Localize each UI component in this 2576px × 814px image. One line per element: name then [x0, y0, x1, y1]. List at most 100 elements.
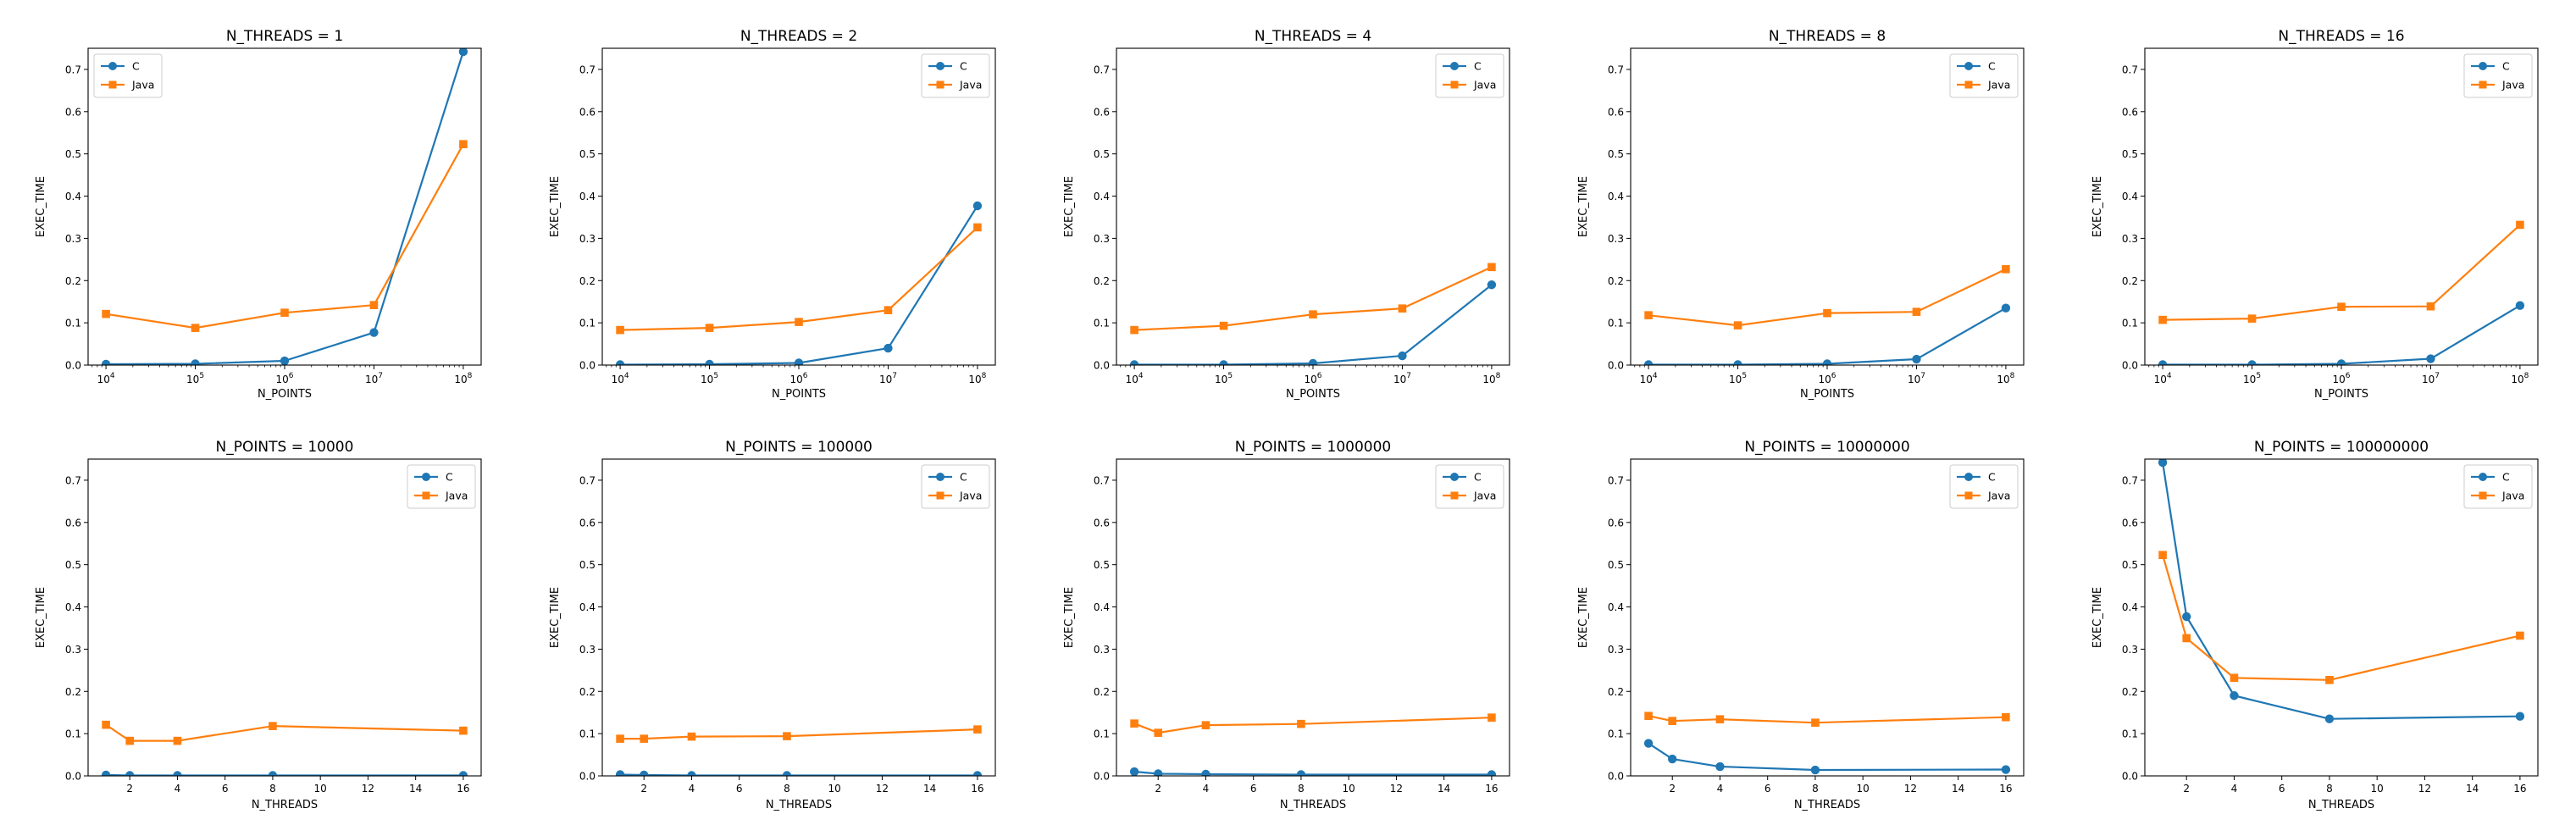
subplot-title: N_THREADS = 2	[740, 28, 857, 45]
axes-frame	[1116, 458, 1510, 777]
data-point	[2158, 315, 2167, 324]
subplot-title: N_POINTS = 100000000	[2254, 439, 2429, 456]
legend-marker	[936, 473, 945, 481]
y-tick-label: 0.1	[1608, 318, 1624, 329]
y-tick-label: 0.5	[1094, 559, 1110, 571]
data-point	[1297, 719, 1305, 728]
x-tick-label: 6	[1250, 783, 1257, 795]
legend-marker	[108, 62, 117, 70]
y-tick-label: 0.3	[1608, 233, 1624, 245]
x-tick-label: 10	[828, 783, 841, 795]
x-axis-label: N_POINTS	[258, 388, 312, 401]
legend-marker	[1450, 473, 1459, 481]
legend-marker	[1964, 80, 1973, 89]
legend-marker	[1450, 62, 1459, 70]
axes-frame	[2144, 458, 2539, 777]
y-tick-label: 0.0	[65, 360, 81, 372]
x-tick-label: 12	[2418, 783, 2431, 795]
data-point	[102, 720, 110, 729]
data-point	[795, 318, 803, 326]
data-point	[2426, 302, 2435, 311]
x-tick-label: 16	[1485, 783, 1498, 795]
y-tick-label: 0.1	[579, 318, 596, 329]
data-point	[101, 770, 111, 776]
y-tick-label: 0.1	[65, 318, 81, 329]
legend-marker	[1964, 491, 1973, 500]
legend-marker	[1964, 62, 1973, 70]
legend-marker	[422, 473, 430, 481]
y-tick-label: 0.3	[1094, 233, 1110, 245]
y-axis-label: EXEC_TIME	[549, 176, 562, 237]
y-tick-label: 0.4	[1608, 191, 1624, 202]
legend-marker	[2479, 491, 2487, 500]
data-point	[2336, 359, 2346, 365]
data-point	[458, 48, 468, 57]
data-point	[173, 771, 182, 776]
axes-frame	[87, 458, 482, 777]
x-tick-label: 2	[1155, 783, 1161, 795]
y-tick-label: 0.4	[65, 601, 81, 613]
subplot: N_THREADS = 2 0.0 0.1 0.2 0.3 0.4 0.5 0.6 0.7 104…	[549, 28, 996, 401]
subplot: N_THREADS = 8 0.0 0.1 0.2 0.3 0.4 0.5 0.6 0.7 104…	[1577, 28, 2025, 401]
x-tick-label: 16	[1999, 783, 2012, 795]
data-point	[1822, 359, 1832, 365]
data-point	[2001, 303, 2011, 313]
subplot-title: N_THREADS = 4	[1255, 28, 1371, 45]
data-point	[1130, 719, 1138, 728]
y-tick-label: 0.4	[579, 601, 596, 613]
data-point	[2324, 714, 2335, 723]
plot-area	[1129, 263, 1497, 365]
y-tick-label: 0.7	[1094, 64, 1110, 75]
x-tick-label: 14	[923, 783, 936, 795]
data-point	[1668, 754, 1677, 764]
subplot: N_POINTS = 100000 0.0 0.1 0.2 0.3 0.4 0.5 0.6 0.…	[549, 439, 996, 811]
series-line-c	[1134, 284, 1493, 365]
x-tick-label: 12	[362, 783, 374, 795]
y-tick-label: 0.0	[1094, 771, 1110, 783]
legend-label: Java	[2501, 79, 2524, 91]
data-point	[973, 725, 982, 734]
y-axis-label: EXEC_TIME	[1577, 587, 1590, 648]
x-tick-label: 104	[2154, 372, 2172, 385]
x-tick-label: 106	[2332, 372, 2350, 385]
plot-area	[101, 720, 468, 776]
data-point	[884, 306, 893, 314]
x-tick-label: 104	[612, 372, 629, 385]
data-point	[2516, 631, 2524, 640]
data-point	[615, 360, 625, 365]
data-point	[1644, 311, 1653, 319]
y-tick-label: 0.6	[1094, 517, 1110, 529]
legend-marker	[422, 491, 430, 500]
y-tick-label: 0.3	[65, 233, 81, 245]
data-point	[191, 324, 200, 332]
x-tick-label: 16	[2513, 783, 2526, 795]
x-tick-label: 8	[269, 783, 276, 795]
data-point	[1309, 310, 1317, 318]
y-tick-label: 0.5	[2122, 148, 2138, 160]
data-point	[1398, 351, 1407, 361]
data-point	[705, 324, 714, 332]
data-point	[1487, 713, 1496, 722]
y-tick-label: 0.5	[65, 559, 81, 571]
y-tick-label: 0.7	[65, 64, 81, 75]
y-tick-label: 0.1	[579, 728, 596, 740]
y-tick-label: 0.7	[2122, 64, 2138, 75]
y-tick-label: 0.7	[65, 474, 81, 486]
data-point	[794, 358, 804, 365]
x-tick-label: 16	[457, 783, 469, 795]
data-point	[640, 734, 649, 743]
y-tick-label: 0.6	[579, 517, 596, 529]
x-tick-label: 4	[1717, 783, 1724, 795]
axes-frame	[87, 47, 482, 366]
data-point	[2158, 551, 2167, 559]
data-point	[125, 771, 135, 776]
axes-frame	[1630, 458, 2025, 777]
data-point	[458, 771, 468, 776]
x-tick-label: 4	[175, 783, 181, 795]
x-tick-label: 108	[1482, 372, 1500, 385]
y-tick-label: 0.3	[579, 644, 596, 656]
y-tick-label: 0.1	[1094, 318, 1110, 329]
data-point	[1487, 263, 1496, 272]
plot-area	[2158, 220, 2525, 365]
series-line-java	[620, 226, 978, 331]
